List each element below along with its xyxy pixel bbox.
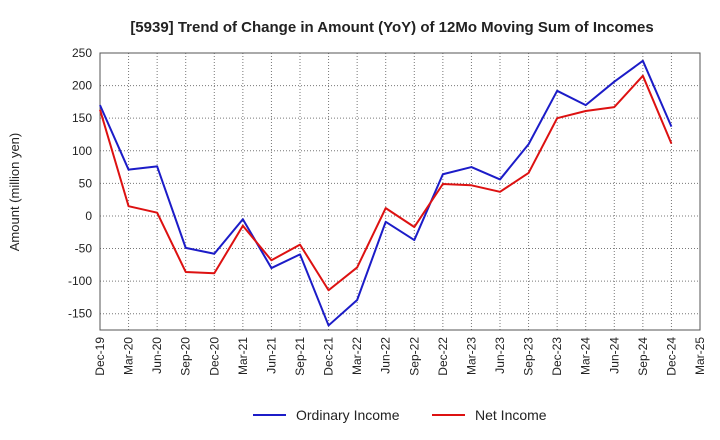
x-tick-label: Mar-24 [579, 337, 593, 375]
x-tick-label: Mar-20 [122, 337, 136, 375]
x-tick-label: Mar-21 [236, 337, 250, 375]
x-tick-label: Dec-23 [550, 337, 564, 376]
x-tick-label: Jun-21 [264, 337, 278, 374]
x-tick-label: Mar-22 [350, 337, 364, 375]
x-tick-label: Sep-23 [522, 337, 536, 376]
x-tick-label: Mar-23 [464, 337, 478, 375]
x-tick-label: Dec-21 [322, 337, 336, 376]
chart-title: [5939] Trend of Change in Amount (YoY) o… [130, 19, 653, 36]
y-axis-label: Amount (million yen) [7, 133, 22, 252]
x-tick-label: Dec-22 [436, 337, 450, 376]
x-tick-label: Jun-22 [379, 337, 393, 374]
y-tick-label: 250 [72, 46, 92, 60]
x-tick-label: Dec-20 [207, 337, 221, 376]
plot-area-border [99, 52, 701, 331]
x-tick-label: Jun-24 [607, 337, 621, 374]
x-tick-label: Sep-21 [293, 337, 307, 376]
x-tick-label: Mar-25 [693, 337, 707, 375]
y-tick-label: 0 [85, 209, 92, 223]
x-tick-label: Sep-22 [407, 337, 421, 376]
x-tick-label: Dec-19 [93, 337, 107, 376]
series-line [99, 74, 673, 292]
x-tick-labels: Dec-19 Mar-20 Jun-20 Sep-20 Dec-20 Mar-21 Jun-… [93, 337, 707, 376]
x-tick-label: Dec-24 [664, 337, 678, 376]
y-tick-labels: -150 -100 -50 0 50 100 150 200 250 [68, 46, 92, 321]
y-tick-label: -150 [68, 307, 92, 321]
y-tick-label: -100 [68, 274, 92, 288]
y-tick-label: -50 [75, 242, 93, 256]
grid [100, 52, 700, 330]
y-tick-label: 100 [72, 144, 92, 158]
legend-label: Net Income [475, 407, 547, 423]
series-line [99, 59, 673, 327]
x-tick-label: Jun-23 [493, 337, 507, 374]
x-tick-label: Jun-20 [150, 337, 164, 374]
x-tick-label: Sep-24 [636, 337, 650, 376]
y-tick-label: 50 [79, 176, 93, 190]
legend: Ordinary Income Net Income [253, 407, 547, 423]
y-tick-label: 200 [72, 79, 92, 93]
y-tick-label: 150 [72, 111, 92, 125]
legend-label: Ordinary Income [296, 407, 400, 423]
series-lines [99, 59, 673, 327]
x-tick-label: Sep-20 [179, 337, 193, 376]
